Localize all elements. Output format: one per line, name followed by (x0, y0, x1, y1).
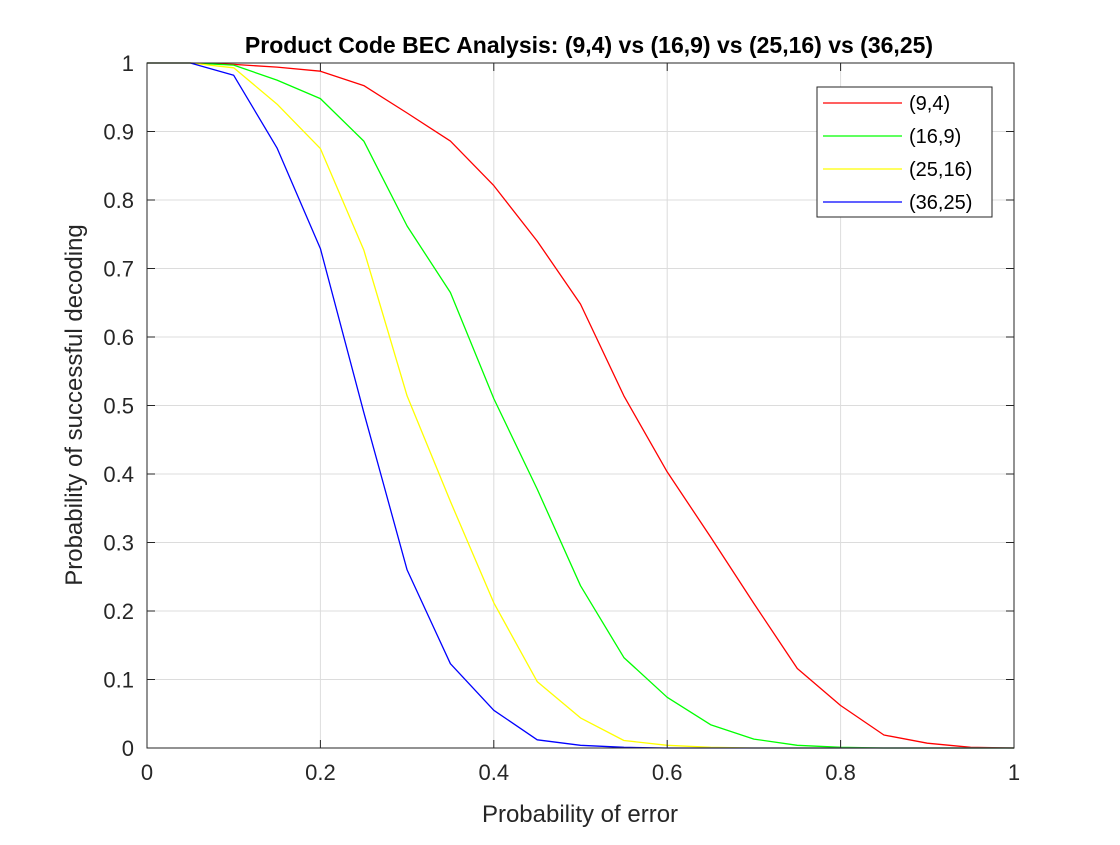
legend: (9,4) (16,9) (25,16) (36,25) (816, 86, 993, 218)
legend-label: (36,25) (909, 192, 972, 214)
ticks (146, 62, 1015, 749)
legend-label: (16,9) (909, 126, 961, 148)
x-tick-label: 1 (1008, 760, 1020, 785)
y-tick-labels: 0 0.1 0.2 0.3 0.4 0.5 0.6 0.7 0.8 0.9 1 (103, 51, 134, 761)
y-tick-label: 0.2 (103, 599, 134, 624)
chart-title: Product Code BEC Analysis: (9,4) vs (16,… (245, 32, 933, 58)
grid (146, 62, 1015, 749)
y-tick-label: 0.6 (103, 325, 134, 350)
x-tick-label: 0.2 (305, 760, 336, 785)
x-axis-label: Probability of error (482, 801, 678, 828)
y-axis-label: Probability of successful decoding (61, 224, 88, 586)
y-tick-label: 0.9 (103, 120, 134, 145)
y-tick-label: 0.3 (103, 531, 134, 556)
y-tick-label: 0 (122, 736, 134, 761)
legend-label: (25,16) (909, 159, 972, 181)
x-tick-label: 0 (141, 760, 153, 785)
series-line-1 (147, 62, 1015, 749)
y-tick-label: 0.5 (103, 394, 134, 419)
y-tick-label: 0.4 (103, 462, 134, 487)
x-tick-label: 0.8 (825, 760, 856, 785)
x-tick-label: 0.6 (652, 760, 683, 785)
y-tick-label: 1 (122, 51, 134, 76)
x-tick-labels: 0 0.2 0.4 0.6 0.8 1 (141, 760, 1020, 785)
y-tick-label: 0.8 (103, 188, 134, 213)
x-tick-label: 0.4 (479, 760, 510, 785)
legend-label: (9,4) (909, 93, 950, 115)
legend-box (816, 86, 993, 218)
y-tick-label: 0.7 (103, 257, 134, 282)
y-tick-label: 0.1 (103, 668, 134, 693)
